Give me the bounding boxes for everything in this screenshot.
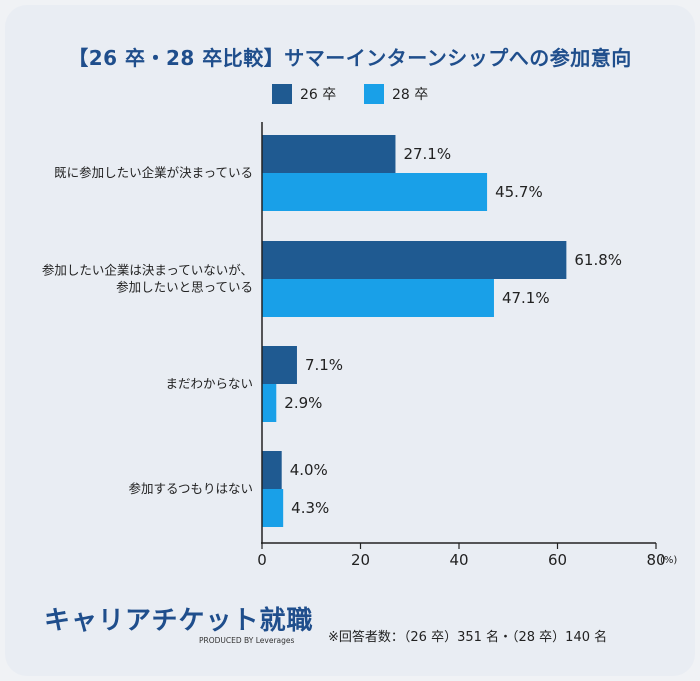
respondents-note: ※回答者数：（26 卒）351 名・（28 卒）140 名 [328,630,608,645]
value-label-28-1: 47.1% [502,289,550,307]
x-tick-label-80: 80 [646,551,665,569]
bar-28-0 [262,173,488,211]
category-label-0: 既に参加したい企業が決まっている [54,165,253,180]
bar-28-1 [262,279,494,317]
legend-label-28: 28 卒 [392,87,429,103]
bar-26-0 [262,135,396,173]
bar-26-3 [262,451,282,489]
logo-text: キャリアチケット就職 [44,606,314,636]
logo-subtext: PRODUCED BY Leverages [199,636,295,645]
value-label-28-3: 4.3% [291,499,329,517]
x-tick-label-20: 20 [351,551,370,569]
bar-26-1 [262,241,567,279]
legend-item-26: 26 卒 [272,84,336,104]
legend-item-28: 28 卒 [364,84,428,104]
bar-28-2 [262,384,277,422]
value-label-28-0: 45.7% [495,183,543,201]
value-label-26-1: 61.8% [574,251,622,269]
x-tick-label-0: 0 [257,551,267,569]
category-label-1-line-0: 参加したい企業は決まっていないが、 [42,263,253,278]
category-label-3: 参加するつもりはない [128,481,253,496]
value-label-26-3: 4.0% [290,461,328,479]
category-label-1-line-1: 参加したいと思っている [116,280,253,295]
x-unit-label: (%) [660,555,677,566]
legend-swatch-26 [272,84,292,104]
bar-26-2 [262,346,297,384]
bar-28-3 [262,489,284,527]
chart-card [5,5,695,676]
chart-title: 【26 卒・28 卒比較】サマーインターンシップへの参加意向 [68,46,632,70]
logo: キャリアチケット就職 PRODUCED BY Leverages [44,600,314,645]
legend-swatch-28 [364,84,384,104]
value-label-26-2: 7.1% [305,356,343,374]
value-label-28-2: 2.9% [284,394,322,412]
legend: 26 卒 28 卒 [0,84,700,106]
category-label-2: まだわからない [165,376,253,391]
x-tick-label-60: 60 [548,551,567,569]
x-tick-label-40: 40 [449,551,468,569]
legend-label-26: 26 卒 [300,87,337,103]
value-label-26-0: 27.1% [403,145,451,163]
